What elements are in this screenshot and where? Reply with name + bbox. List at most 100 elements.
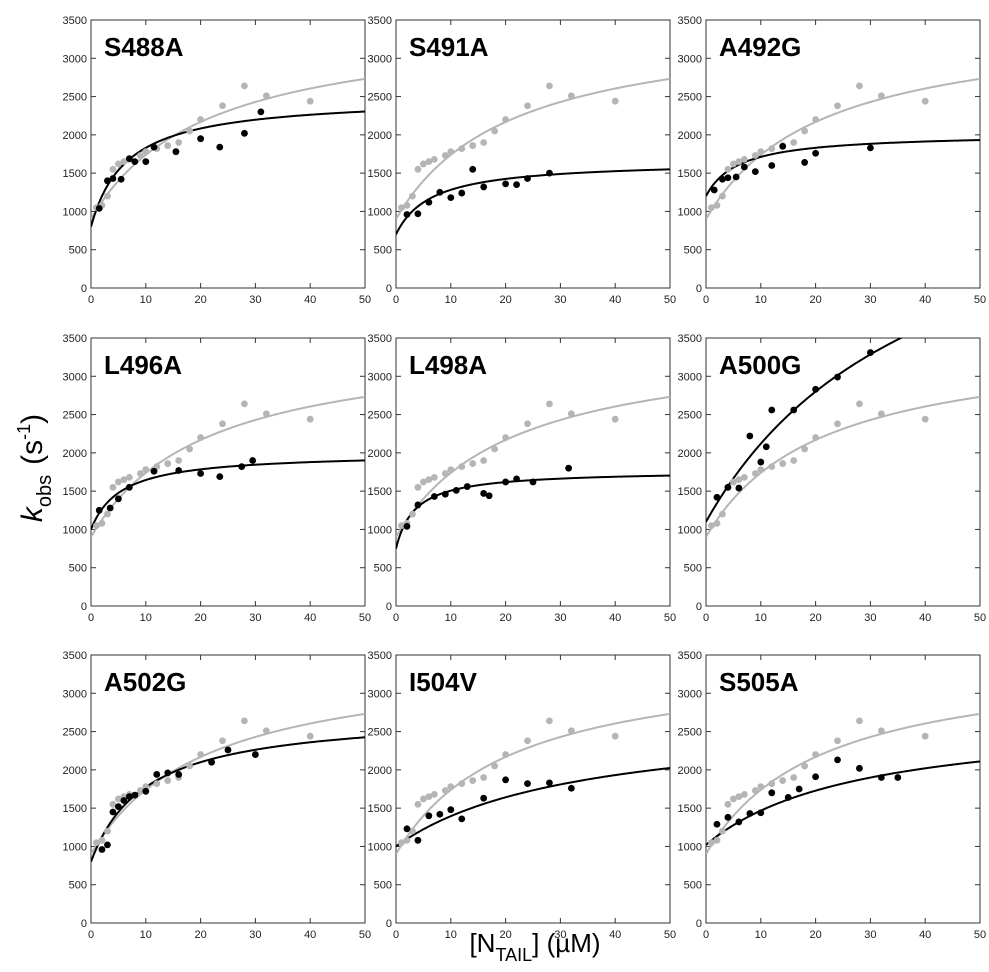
wildtype-data-point [219, 420, 226, 428]
wildtype-data-point [768, 145, 776, 153]
wildtype-data-point [921, 732, 929, 740]
y-tick-label: 3500 [368, 15, 392, 27]
wildtype-data-point [708, 522, 715, 529]
mutant-fit-line [396, 474, 670, 549]
wildtype-data-point [768, 780, 776, 788]
wildtype-data-point [164, 142, 172, 149]
wildtype-data-point [136, 470, 144, 477]
wildtype-data-point [425, 476, 433, 484]
mutant-data-point [115, 495, 122, 503]
y-tick-label: 3000 [63, 53, 87, 65]
wildtype-data-point [262, 727, 270, 735]
mutant-data-point [735, 818, 743, 826]
wildtype-fit-line [396, 712, 670, 855]
y-tick-label: 1500 [368, 168, 392, 180]
plot-frame [90, 654, 366, 924]
mutant-data-point [779, 142, 787, 150]
wildtype-data-point [186, 762, 194, 770]
x-tick-label: 30 [554, 612, 566, 624]
mutant-data-point [164, 769, 172, 777]
wildtype-fit-line [396, 77, 670, 220]
wildtype-data-point [757, 783, 765, 791]
wildtype-data-point [175, 457, 183, 464]
y-tick-label: 3000 [63, 688, 87, 700]
plot-frame [90, 19, 366, 289]
wildtype-data-point [524, 102, 531, 110]
mutant-fit-line [706, 338, 904, 523]
y-tick-label: 0 [81, 601, 87, 613]
y-tick-label: 3000 [368, 53, 392, 65]
y-tick-label: 0 [696, 601, 702, 613]
y-tick-label: 3000 [368, 688, 392, 700]
mutant-data-point [834, 373, 841, 381]
mutant-data-point [216, 143, 224, 151]
y-tick-label: 1000 [678, 524, 702, 536]
x-tick-label: 20 [499, 294, 511, 306]
x-tick-label: 10 [445, 294, 457, 306]
mutant-data-point [812, 385, 819, 393]
x-tick-label: 50 [359, 612, 371, 624]
y-tick-label: 3500 [63, 650, 87, 662]
mutant-data-point [546, 779, 553, 787]
panel-title: S491A [409, 32, 489, 62]
mutant-data-point [724, 174, 732, 182]
wildtype-data-point [546, 400, 553, 408]
mutant-data-point [751, 168, 759, 176]
mutant-data-point [768, 406, 776, 414]
x-tick-label: 40 [919, 612, 931, 624]
mutant-data-point [249, 457, 257, 464]
mutant-fit-line [91, 459, 365, 530]
y-tick-label: 1000 [368, 841, 392, 853]
wildtype-data-point [779, 460, 787, 467]
mutant-data-point [150, 467, 158, 475]
wildtype-data-point [241, 82, 248, 90]
wildtype-data-point [567, 410, 575, 418]
y-tick-label: 0 [81, 918, 87, 930]
x-tick-label: 40 [304, 294, 316, 306]
mutant-data-point [485, 492, 493, 500]
x-tick-label: 30 [249, 612, 261, 624]
mutant-fit-line [91, 736, 365, 863]
wildtype-data-point [136, 787, 144, 794]
mutant-data-point [104, 841, 111, 849]
mutant-fit-line [706, 760, 980, 846]
x-tick-label: 50 [664, 929, 676, 941]
wildtype-data-point [567, 92, 575, 100]
x-tick-label: 0 [88, 612, 94, 624]
mutant-fit-line [396, 767, 670, 848]
mutant-data-point [710, 186, 718, 194]
mutant-data-point [109, 808, 117, 816]
mutant-data-point [768, 162, 776, 169]
wildtype-data-point [186, 127, 194, 135]
wildtype-data-point [730, 160, 737, 168]
wildtype-data-point [921, 415, 929, 423]
wildtype-data-point [425, 158, 433, 166]
mutant-data-point [153, 771, 161, 778]
wildtype-data-point [611, 97, 619, 105]
wildtype-data-point [801, 762, 809, 770]
wildtype-data-point [398, 839, 405, 846]
mutant-data-point [414, 210, 422, 218]
mutant-data-point [795, 785, 803, 793]
wildtype-data-point [480, 774, 488, 781]
mutant-data-point [502, 180, 509, 188]
wildtype-data-point [779, 777, 787, 784]
wildtype-data-point [877, 727, 885, 735]
x-tick-label: 10 [140, 929, 152, 941]
wildtype-data-point [719, 192, 726, 200]
y-tick-label: 1000 [63, 206, 87, 218]
wildtype-data-point [441, 787, 449, 794]
wildtype-data-point [430, 790, 438, 798]
y-tick-label: 500 [684, 563, 702, 575]
wildtype-data-point [735, 476, 743, 484]
wildtype-fit-line [706, 712, 980, 855]
y-tick-label: 3000 [678, 53, 702, 65]
y-axis-title-unit-close: ) [16, 414, 49, 424]
y-tick-label: 1500 [368, 486, 392, 498]
y-tick-label: 3000 [678, 688, 702, 700]
wildtype-data-point [104, 192, 111, 200]
x-tick-label: 20 [809, 612, 821, 624]
plot-frame [90, 337, 366, 607]
x-tick-label: 40 [609, 612, 621, 624]
mutant-data-point [208, 758, 215, 766]
